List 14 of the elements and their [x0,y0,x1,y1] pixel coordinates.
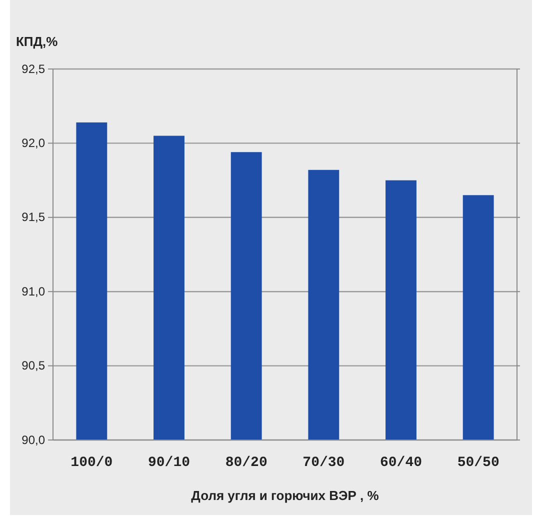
y-tick-label: 91,0 [22,284,46,298]
y-axis-title: КПД,% [16,34,58,49]
x-tick-label: 100/0 [70,454,113,471]
x-tick-label: 70/30 [302,454,345,471]
y-tick-label: 92,0 [22,136,46,150]
x-axis-title: Доля угля и горючих ВЭР , % [191,488,380,503]
y-tick-label: 90,0 [22,432,46,447]
y-tick-label: 90,5 [22,358,46,373]
y-tick-label: 92,5 [22,62,46,76]
x-tick-label: 90/10 [148,454,190,471]
y-tick-label: 91,5 [22,210,46,224]
x-tick-label: 50/50 [457,454,500,471]
x-tick-label: 80/20 [225,454,268,471]
x-tick-label: 60/40 [380,454,422,471]
